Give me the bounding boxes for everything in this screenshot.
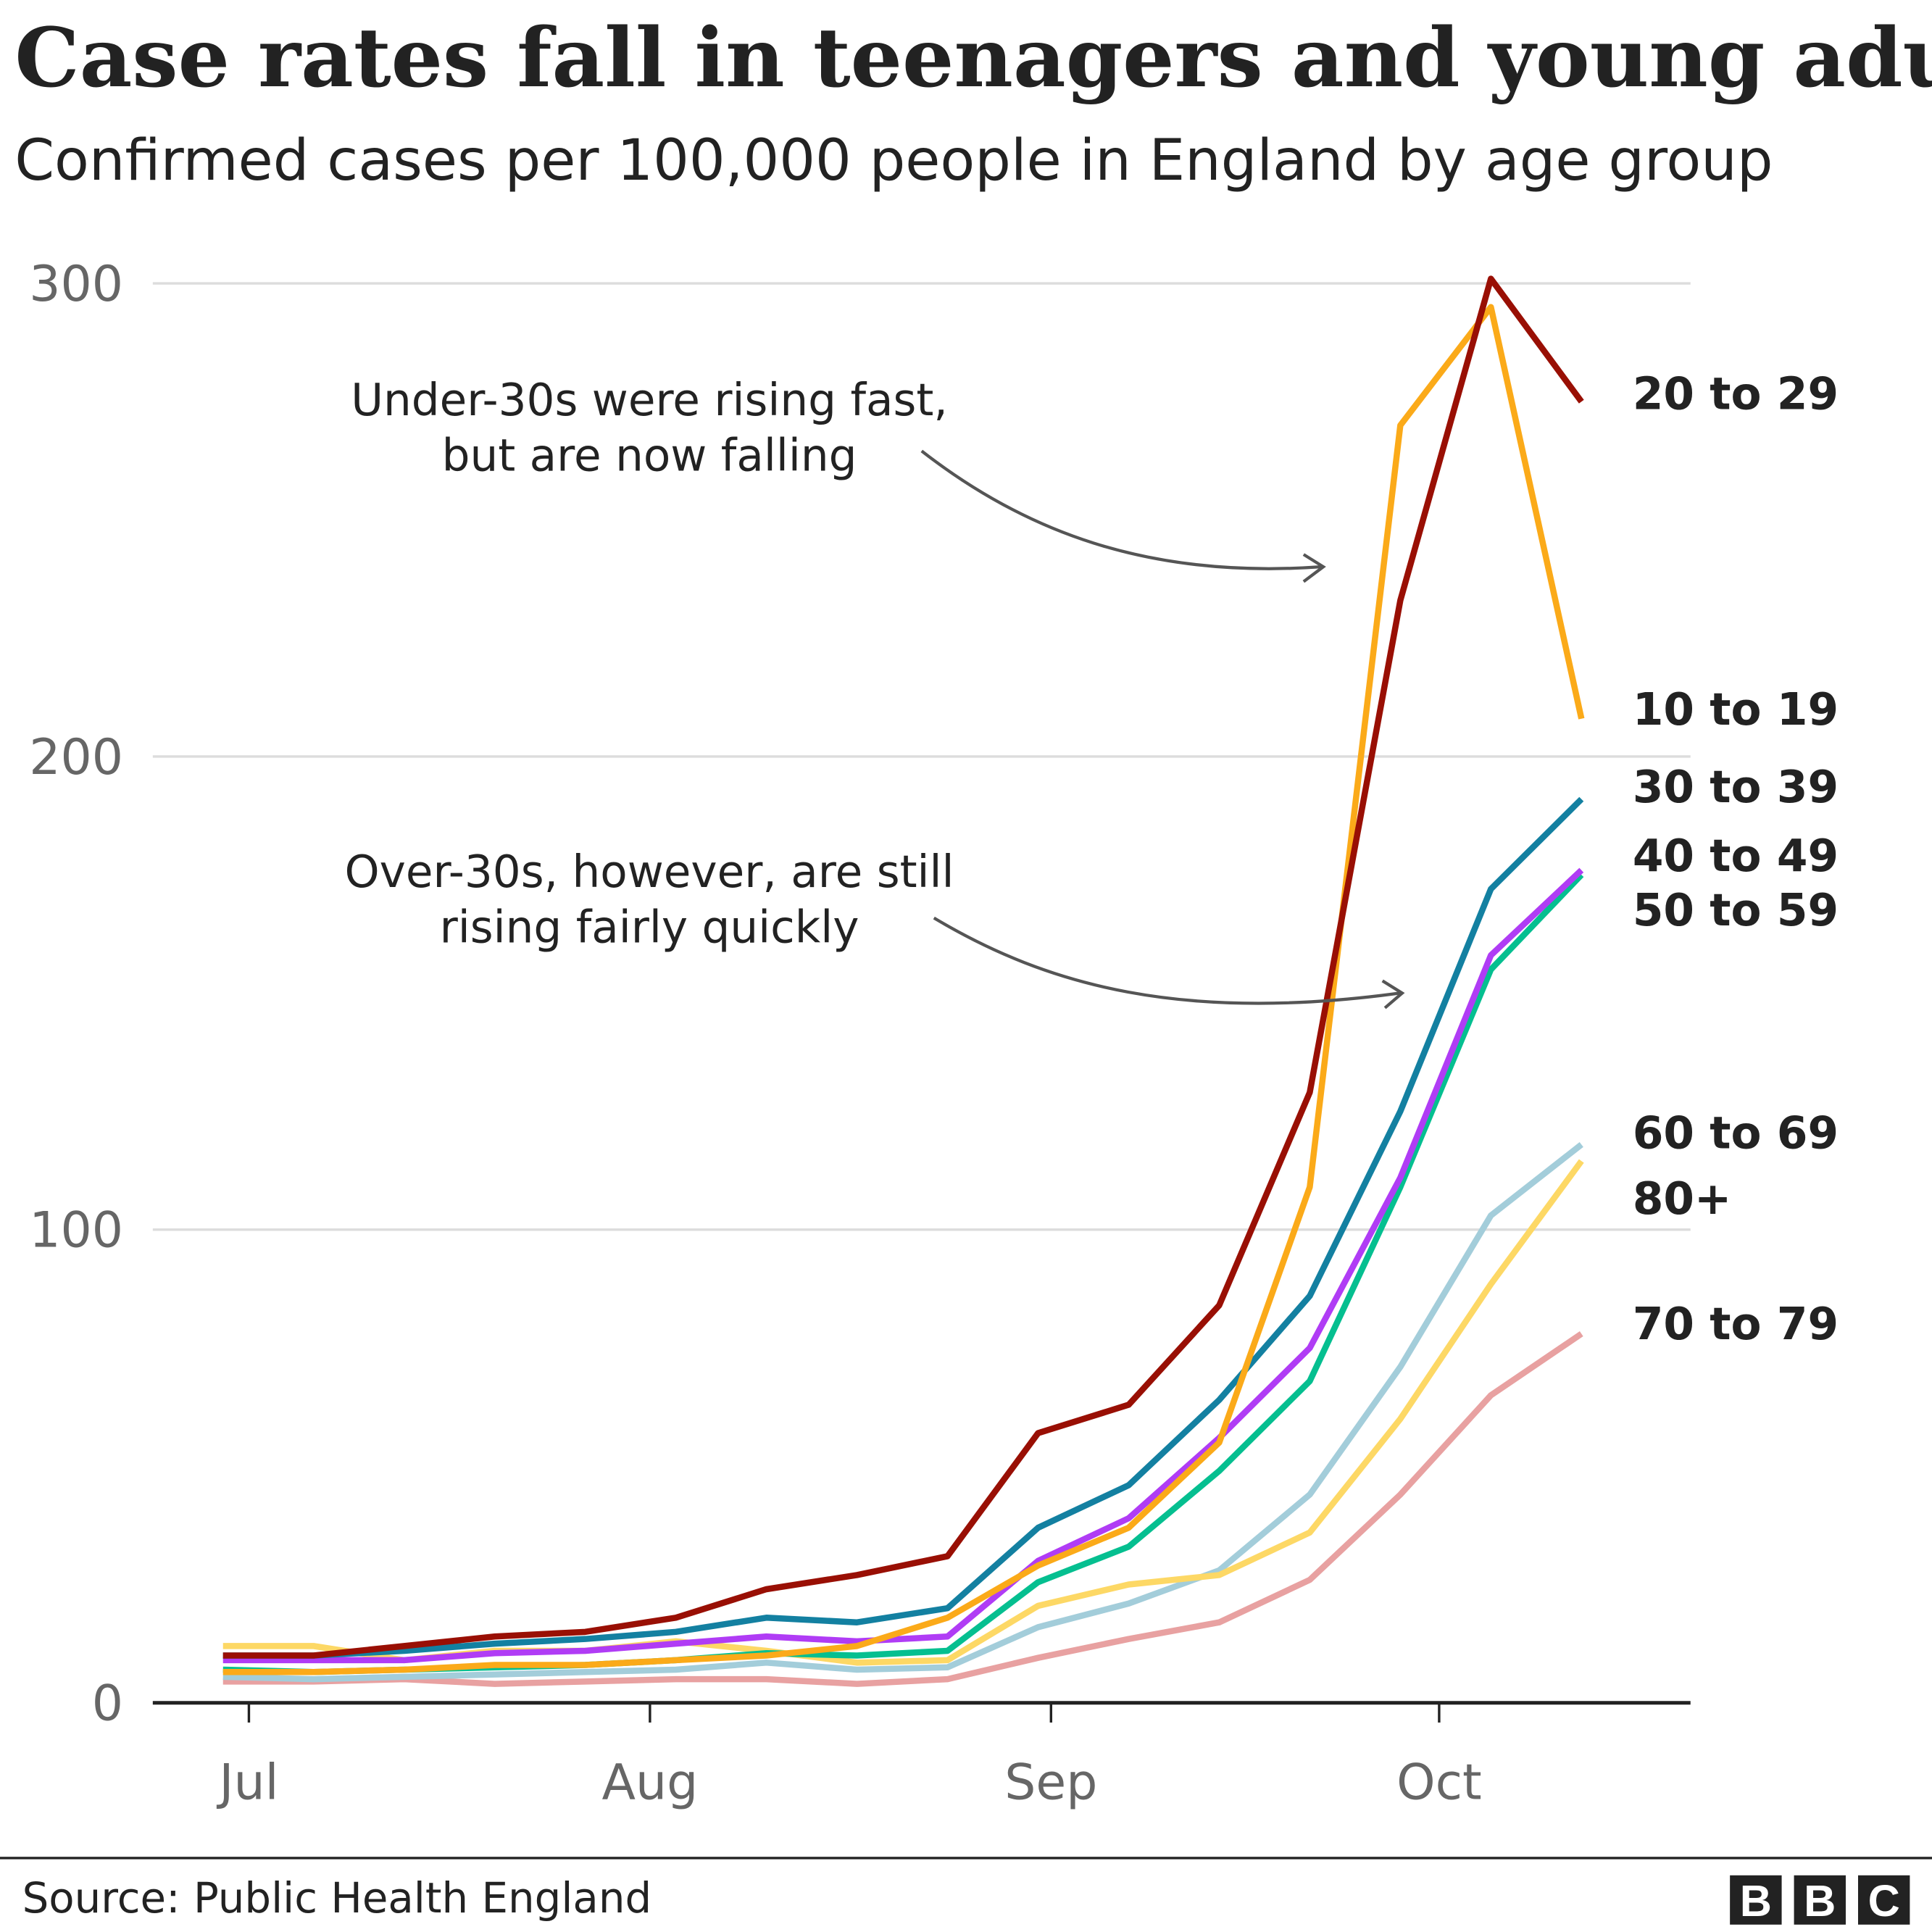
svg-text:B: B <box>1804 1876 1836 1925</box>
annotation-line: Under-30s were rising fast, <box>351 375 948 426</box>
series-line-30-to-39 <box>222 796 1584 1659</box>
label-10-to-19: 10 to 19 <box>1633 684 1839 736</box>
y-tick-label: 200 <box>29 729 123 786</box>
chart-title: Case rates fall in teenagers and young a… <box>14 11 1932 106</box>
x-tick-label: Sep <box>1004 1754 1097 1811</box>
bbc-logo: B B C <box>1730 1875 1910 1925</box>
series-line-40-to-49 <box>222 867 1584 1664</box>
label-30-to-39: 30 to 39 <box>1633 762 1839 813</box>
gridlines <box>152 282 1691 1231</box>
source-note: Source: Public Health England <box>22 1873 652 1923</box>
x-tick-label: Jul <box>216 1754 278 1811</box>
arrow <box>933 916 1400 1005</box>
y-tick-label: 100 <box>29 1202 123 1259</box>
arrow-head <box>1302 553 1326 583</box>
label-20-to-29: 20 to 29 <box>1633 368 1839 420</box>
annotation-line: but are now falling <box>442 430 857 481</box>
annotation-line: rising fairly quickly <box>440 902 859 954</box>
arrow-head <box>1381 979 1405 1009</box>
x-tick-label: Oct <box>1396 1754 1482 1811</box>
y-axis: 0 100 200 300 <box>29 256 123 1733</box>
label-50-to-59: 50 to 59 <box>1633 885 1839 936</box>
annotation-over-30s: Over-30s, however, are still rising fair… <box>345 846 1405 1009</box>
chart-subtitle: Confirmed cases per 100,000 people in En… <box>14 128 1773 193</box>
series-line-20-to-29 <box>222 275 1584 1659</box>
series-labels: 20 to 29 10 to 19 30 to 39 40 to 49 50 t… <box>1633 368 1839 1350</box>
x-axis: Jul Aug Sep Oct <box>152 1701 1691 1811</box>
series-line-70-to-79 <box>222 1331 1583 1687</box>
svg-text:B: B <box>1740 1876 1772 1925</box>
arrow <box>920 449 1321 570</box>
annotation-line: Over-30s, however, are still <box>345 846 954 898</box>
x-tick-label: Aug <box>601 1754 698 1811</box>
series-line-60-to-69 <box>222 1142 1583 1683</box>
series-lines <box>222 275 1585 1687</box>
label-60-to-69: 60 to 69 <box>1633 1108 1839 1159</box>
label-80-plus: 80+ <box>1633 1173 1731 1225</box>
svg-text:C: C <box>1868 1876 1900 1925</box>
annotation-under-30s: Under-30s were rising fast, but are now … <box>351 375 1326 583</box>
y-tick-label: 0 <box>92 1675 123 1733</box>
y-tick-label: 300 <box>29 256 123 313</box>
label-40-to-49: 40 to 49 <box>1633 830 1839 882</box>
series-line-10-to-19 <box>222 304 1585 1675</box>
label-70-to-79: 70 to 79 <box>1633 1299 1839 1350</box>
